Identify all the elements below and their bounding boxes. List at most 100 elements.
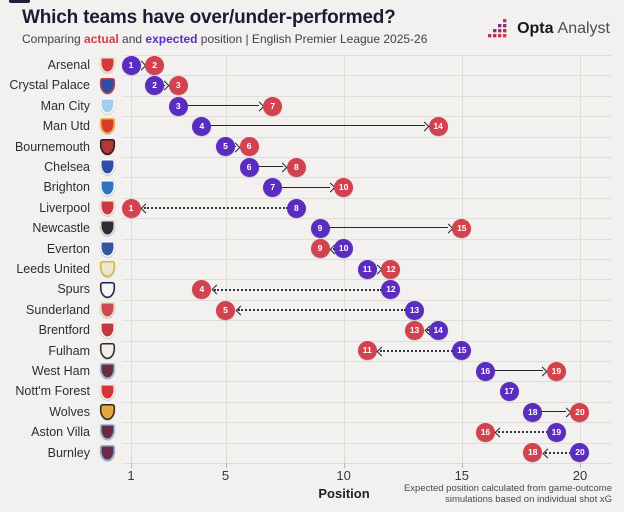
underperform-arrow xyxy=(257,166,283,168)
brand-opta: Opta xyxy=(517,20,554,37)
underperform-arrow xyxy=(328,227,449,229)
expected-position-dot: 15 xyxy=(452,341,472,361)
team-label: West Ham xyxy=(31,364,90,378)
overperform-arrow xyxy=(379,349,454,352)
x-tick-label: 20 xyxy=(572,468,588,483)
row-gridline xyxy=(122,238,612,240)
expected-position-dot: 2 xyxy=(145,76,165,96)
team-crest xyxy=(100,220,115,237)
expected-position-dot: 7 xyxy=(263,178,283,198)
expected-position-dot: 18 xyxy=(523,402,543,422)
team-crest xyxy=(100,281,115,298)
overperform-arrow xyxy=(214,288,383,291)
team-label: Chelsea xyxy=(44,160,90,174)
team-label: Nott'm Forest xyxy=(15,384,90,399)
underperform-arrow xyxy=(186,105,260,106)
x-tick-label: 15 xyxy=(454,468,470,483)
row-gridline xyxy=(122,299,612,301)
row-gridline xyxy=(122,463,612,464)
footnote: Expected position calculated from game-o… xyxy=(403,483,612,506)
expected-position-dot: 1 xyxy=(121,55,141,75)
actual-position-dot: 13 xyxy=(405,320,425,340)
team-crest xyxy=(100,444,115,461)
row-gridline xyxy=(122,361,612,362)
actual-position-dot: 19 xyxy=(546,361,566,381)
row-gridline xyxy=(122,55,612,56)
team-crest xyxy=(100,179,115,196)
team-label: Crystal Palace xyxy=(9,78,90,93)
team-label: Man Utd xyxy=(42,119,90,134)
arrowhead-icon xyxy=(140,203,151,214)
x-gridline xyxy=(131,55,132,463)
team-label: Aston Villa xyxy=(31,425,90,440)
expected-position-dot: 6 xyxy=(239,157,259,177)
expected-position-dot: 9 xyxy=(310,218,330,238)
team-label: Newcastle xyxy=(32,221,90,236)
row-gridline xyxy=(122,95,612,97)
actual-position-dot: 1 xyxy=(121,198,141,218)
actual-position-dot: 20 xyxy=(570,402,590,422)
team-label: Brighton xyxy=(43,180,90,195)
actual-position-dot: 3 xyxy=(168,76,188,96)
team-crest xyxy=(100,118,115,135)
team-crest xyxy=(100,261,115,278)
actual-position-dot: 7 xyxy=(263,96,283,116)
expected-position-dot: 12 xyxy=(381,280,401,300)
subtitle-prefix: Comparing xyxy=(22,32,85,46)
underperform-arrow xyxy=(541,411,567,412)
team-crest xyxy=(100,200,115,216)
x-axis-label: Position xyxy=(318,486,370,501)
row-gridline xyxy=(122,197,612,199)
arrowhead-icon xyxy=(376,346,387,357)
x-gridline xyxy=(579,55,581,463)
team-crest xyxy=(100,302,115,318)
x-tick-mark xyxy=(343,463,345,468)
actual-position-dot: 5 xyxy=(216,300,236,320)
row-gridline xyxy=(122,157,612,158)
team-crest xyxy=(100,57,115,74)
actual-position-dot: 15 xyxy=(452,218,472,238)
row-gridline xyxy=(122,340,612,342)
expected-position-dot: 17 xyxy=(499,382,519,402)
team-crest xyxy=(100,404,115,420)
expected-position-dot: 3 xyxy=(168,96,188,116)
expected-position-dot: 20 xyxy=(570,443,590,463)
team-crest xyxy=(100,424,115,441)
overperform-arrow xyxy=(545,451,572,454)
row-gridline xyxy=(122,177,612,179)
actual-position-dot: 2 xyxy=(145,55,165,75)
row-gridline xyxy=(122,422,612,424)
arrowhead-icon xyxy=(235,305,245,316)
expected-position-dot: 5 xyxy=(216,137,236,157)
row-gridline xyxy=(122,136,612,138)
opta-logo-icon xyxy=(488,19,507,38)
team-label: Burnley xyxy=(47,445,90,460)
team-crest xyxy=(100,77,115,94)
actual-position-dot: 11 xyxy=(357,341,377,361)
team-label: Bournemouth xyxy=(14,139,90,154)
actual-position-dot: 16 xyxy=(475,422,495,442)
team-crest xyxy=(100,342,115,359)
team-crest xyxy=(100,322,115,339)
x-tick-mark xyxy=(225,463,227,468)
x-tick-label: 1 xyxy=(127,468,135,483)
page-title: Which teams have over/under-performed? xyxy=(22,7,396,28)
expected-position-dot: 19 xyxy=(546,422,566,442)
underperform-arrow xyxy=(210,125,425,127)
actual-position-dot: 18 xyxy=(523,443,543,463)
x-tick-mark xyxy=(131,463,132,468)
arrowhead-icon xyxy=(494,427,505,438)
actual-position-dot: 10 xyxy=(334,178,354,198)
overperform-arrow xyxy=(143,207,288,209)
team-label: Brentford xyxy=(38,323,90,338)
team-crest xyxy=(100,363,115,380)
brand-analyst: Analyst xyxy=(557,20,610,37)
team-label: Wolves xyxy=(49,404,90,419)
expected-position-dot: 4 xyxy=(192,116,212,136)
x-gridline xyxy=(343,55,345,463)
arrowhead-icon xyxy=(211,284,222,295)
team-label: Spurs xyxy=(57,282,90,297)
actual-position-dot: 9 xyxy=(310,239,330,259)
x-tick-label: 10 xyxy=(336,468,351,483)
overperform-arrow xyxy=(497,431,548,434)
